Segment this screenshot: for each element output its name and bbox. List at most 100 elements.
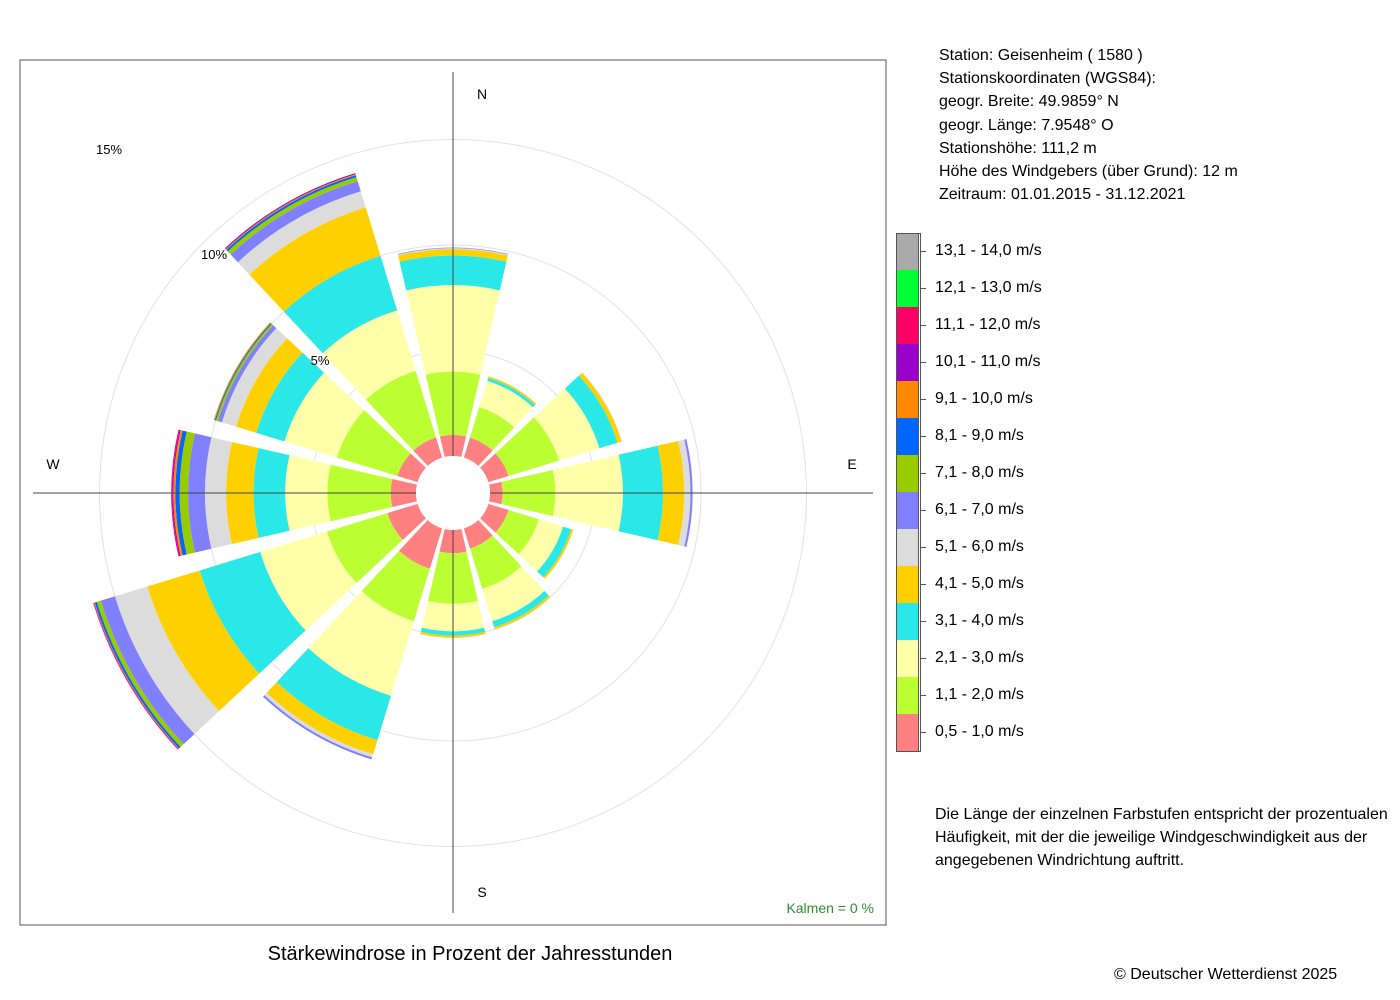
legend-label: 6,1 - 7,0 m/s — [935, 501, 1024, 518]
legend-swatch — [896, 307, 919, 344]
sector-60-class-1 — [495, 417, 560, 477]
legend-tick — [920, 510, 926, 511]
ring-label-15: 15% — [96, 142, 122, 157]
sector-210-class-5 — [264, 692, 374, 758]
sector-300-class-6 — [217, 325, 277, 423]
sector-240-class-6 — [100, 596, 195, 745]
sector-120-class-4 — [543, 529, 574, 579]
sector-120-class-0 — [480, 503, 509, 533]
legend-swatch — [896, 640, 919, 677]
sector-210-class-2 — [308, 591, 414, 696]
legend-tick — [920, 695, 926, 696]
legend-label: 9,1 - 10,0 m/s — [935, 390, 1033, 407]
sector-330-class-3 — [283, 255, 398, 354]
sector-60 — [480, 372, 623, 483]
direction-label-n: N — [477, 86, 487, 102]
sector-240-class-3 — [199, 551, 306, 674]
time-period: Zeitraum: 01.01.2015 - 31.12.2021 — [939, 186, 1186, 204]
station-longitude: geogr. Länge: 7.9548° O — [939, 116, 1114, 134]
ring-label-5: 5% — [311, 353, 330, 368]
legend-label: 12,1 - 13,0 m/s — [935, 279, 1042, 296]
legend-tick — [920, 436, 926, 437]
legend-label: 2,1 - 3,0 m/s — [935, 649, 1024, 666]
sector-150-class-2 — [482, 566, 545, 622]
legend-label: 13,1 - 14,0 m/s — [935, 242, 1042, 259]
legend-item: 10,1 - 11,0 m/s — [896, 344, 1156, 381]
sector-210-class-3 — [276, 648, 391, 741]
sector-150-class-3 — [492, 591, 549, 628]
sector-240-class-0 — [387, 503, 426, 540]
legend-item: 9,1 - 10,0 m/s — [896, 381, 1156, 418]
wind-sectors — [93, 173, 693, 760]
legend-item: 2,1 - 3,0 m/s — [896, 640, 1156, 677]
sector-300-class-3 — [256, 352, 325, 442]
sector-180-class-4 — [420, 631, 486, 638]
sector-330 — [224, 173, 443, 466]
direction-label-e: E — [847, 456, 856, 472]
sector-120-class-2 — [518, 519, 564, 572]
legend-label: 10,1 - 11,0 m/s — [935, 353, 1041, 370]
sector-60-class-2 — [534, 388, 600, 461]
direction-label-s: S — [477, 884, 486, 900]
legend-swatch — [896, 455, 919, 492]
sector-30-class-2 — [479, 380, 533, 428]
legend-item: 4,1 - 5,0 m/s — [896, 566, 1156, 603]
sector-240-class-7 — [96, 600, 184, 748]
legend-item: 7,1 - 8,0 m/s — [896, 455, 1156, 492]
sector-300-class-1 — [336, 410, 411, 477]
description-note: Die Länge der einzelnen Farbstufen entsp… — [935, 806, 1388, 869]
legend-label: 3,1 - 4,0 m/s — [935, 612, 1024, 629]
sector-0-class-5 — [397, 248, 509, 256]
legend-tick — [920, 251, 926, 252]
sector-90-class-6 — [684, 439, 693, 547]
legend-item: 1,1 - 2,0 m/s — [896, 677, 1156, 714]
station-coordinates-heading: Stationskoordinaten (WGS84): — [939, 70, 1156, 88]
legend-swatch — [896, 529, 919, 566]
sector-240-class-4 — [147, 570, 260, 712]
station-height: Stationshöhe: 111,2 m — [939, 139, 1097, 157]
legend-swatch — [896, 270, 919, 307]
legend-tick — [920, 399, 926, 400]
sector-330-class-2 — [322, 310, 416, 400]
legend-tick — [920, 658, 926, 659]
sector-150-class-4 — [494, 595, 551, 630]
sector-330-class-7 — [227, 177, 358, 255]
direction-label-w: W — [46, 456, 60, 472]
sector-120 — [480, 503, 574, 579]
sector-270-class-11 — [171, 429, 180, 557]
sector-240-class-2 — [260, 531, 357, 631]
sector-30-class-4 — [488, 376, 537, 405]
sector-60-class-4 — [578, 372, 622, 443]
legend-label: 7,1 - 8,0 m/s — [935, 464, 1024, 481]
legend-label: 11,1 - 12,0 m/s — [935, 316, 1041, 333]
station-latitude: geogr. Breite: 49.9859° N — [939, 93, 1119, 111]
sector-30 — [463, 376, 537, 466]
sector-30-class-1 — [469, 407, 515, 451]
legend-tick — [920, 547, 926, 548]
legend-swatch — [896, 418, 919, 455]
legend-swatch — [896, 566, 919, 603]
legend-tick — [920, 473, 926, 474]
legend-swatch — [896, 603, 919, 640]
chart-title: Stärkewindrose in Prozent der Jahresstun… — [267, 943, 673, 965]
sector-270-class-10 — [172, 429, 181, 557]
plot-frame — [19, 59, 887, 926]
sector-240 — [93, 503, 426, 750]
legend-tick — [920, 288, 926, 289]
sector-210 — [263, 520, 443, 760]
sector-30-class-3 — [487, 377, 536, 408]
sector-330-class-0 — [413, 437, 443, 466]
copyright-notice: © Deutscher Wetterdienst 2025 — [1114, 966, 1338, 983]
legend-swatch — [896, 714, 919, 751]
legend-swatch — [896, 492, 919, 529]
station-info: Station: Geisenheim ( 1580 ) Stationskoo… — [939, 44, 1238, 206]
legend-item: 0,5 - 1,0 m/s — [896, 714, 1156, 751]
sector-0 — [397, 247, 509, 457]
sector-240-class-5 — [114, 586, 220, 735]
sector-300-class-0 — [397, 453, 426, 483]
sector-150-class-0 — [463, 520, 493, 549]
sector-60-class-3 — [564, 375, 618, 449]
station-name: Station: Geisenheim ( 1580 ) — [939, 47, 1143, 64]
legend-label: 5,1 - 6,0 m/s — [935, 538, 1024, 555]
